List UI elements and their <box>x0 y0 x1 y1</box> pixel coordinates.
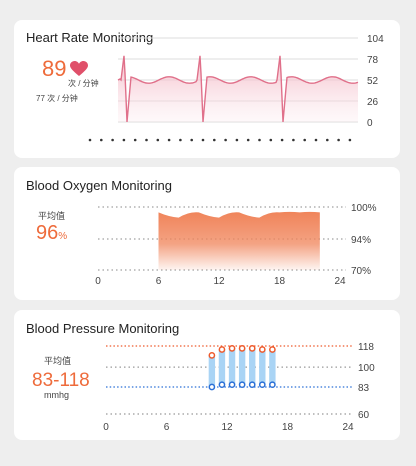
blood-pressure-avg-label: 平均值 <box>44 356 72 366</box>
time-dot <box>303 138 307 142</box>
heart-rate-resting: 77 次 / 分钟 <box>36 94 78 103</box>
time-dot <box>314 138 318 142</box>
time-dot <box>167 138 171 142</box>
high-point <box>238 344 246 352</box>
time-dot <box>156 138 160 142</box>
x-tick-label: 12 <box>221 422 233 433</box>
y-tick-label: 118 <box>358 342 374 353</box>
x-tick-label: 6 <box>164 422 170 433</box>
low-point <box>218 381 226 389</box>
blood-oxygen-title: Blood Oxygen Monitoring <box>26 178 172 193</box>
blood-pressure-chart: 118 100 83 60 0 6 12 18 24 <box>103 342 375 433</box>
x-tick-label: 0 <box>95 276 101 287</box>
high-point <box>269 346 276 353</box>
high-point <box>248 344 256 352</box>
x-tick-label: 24 <box>334 276 346 287</box>
time-dot <box>100 138 103 142</box>
time-dot <box>326 138 329 142</box>
blood-pressure-unit: mmhg <box>44 390 70 400</box>
pressure-bar <box>228 348 236 385</box>
high-point <box>228 344 236 352</box>
y-tick-label: 100% <box>351 203 377 214</box>
blood-oxygen-card: Blood Oxygen Monitoring 平均值 96% 100% 94% 7… <box>14 167 400 300</box>
high-point <box>258 346 266 353</box>
y-tick-label: 104 <box>367 34 384 45</box>
time-dot <box>258 138 261 142</box>
pressure-bar <box>208 355 216 388</box>
time-dot <box>190 138 193 142</box>
blood-oxygen-value: 96% <box>36 222 67 245</box>
x-tick-label: 18 <box>282 422 294 433</box>
x-tick-label: 6 <box>156 276 162 287</box>
blood-oxygen-chart: 100% 94% 70% 0 6 12 18 24 <box>95 203 377 287</box>
time-dot <box>337 138 340 142</box>
x-tick-label: 18 <box>274 276 286 287</box>
low-point <box>228 381 236 389</box>
time-dot <box>224 138 227 142</box>
y-tick-label: 26 <box>367 97 379 108</box>
time-dot <box>179 138 182 142</box>
low-point <box>208 383 216 391</box>
low-point <box>258 381 266 389</box>
x-tick-label: 24 <box>342 422 354 433</box>
y-tick-label: 70% <box>351 266 371 277</box>
time-dot <box>246 138 250 142</box>
heart-rate-unit: 次 / 分钟 <box>68 79 99 88</box>
y-tick-label: 0 <box>367 118 373 129</box>
time-dot <box>88 138 92 142</box>
time-dot <box>122 138 126 142</box>
blood-pressure-title: Blood Pressure Monitoring <box>26 321 180 336</box>
y-tick-label: 100 <box>358 363 375 374</box>
heart-rate-value: 89 <box>42 56 67 81</box>
time-dot <box>213 138 216 142</box>
y-tick-label: 78 <box>367 55 379 66</box>
time-dot <box>145 138 148 142</box>
time-dot <box>133 138 137 142</box>
time-dot <box>235 138 239 142</box>
pressure-bar <box>259 349 266 385</box>
x-tick-label: 0 <box>103 422 109 433</box>
time-dot <box>348 138 352 142</box>
heart-rate-title: Heart Rate Monitoring <box>26 30 154 45</box>
y-tick-label: 94% <box>351 235 371 246</box>
blood-oxygen-avg-label: 平均值 <box>38 211 66 221</box>
blood-oxygen-area <box>158 211 320 270</box>
time-dot <box>111 138 114 142</box>
time-dot <box>280 138 284 142</box>
y-tick-label: 83 <box>358 383 370 394</box>
heart-rate-card: Heart Rate Monitoring 89 次 / 分钟 77 次 / 分… <box>14 20 400 158</box>
heart-rate-line <box>117 55 359 123</box>
heart-rate-chart: 104 78 52 26 0 <box>88 34 384 142</box>
time-dot <box>269 138 273 142</box>
heart-rate-area <box>118 55 358 122</box>
pressure-bar <box>218 349 226 385</box>
x-tick-label: 12 <box>213 276 225 287</box>
blood-pressure-card: Blood Pressure Monitoring 平均值 83-118 mmh… <box>14 310 400 440</box>
low-point <box>269 381 276 389</box>
blood-pressure-value: 83-118 <box>32 370 90 391</box>
time-dot <box>292 138 295 142</box>
blood-oxygen-unit: % <box>58 231 68 242</box>
blood-oxygen-number: 96 <box>36 222 59 244</box>
pressure-bar <box>249 348 256 385</box>
time-dot <box>201 138 205 142</box>
pressure-bar <box>238 348 246 385</box>
y-tick-label: 52 <box>367 76 379 87</box>
heart-icon <box>70 61 88 77</box>
high-point <box>208 352 216 359</box>
low-point <box>248 381 256 389</box>
high-point <box>218 346 226 353</box>
pressure-bar <box>269 349 276 385</box>
y-tick-label: 60 <box>358 410 370 421</box>
low-point <box>238 381 246 389</box>
